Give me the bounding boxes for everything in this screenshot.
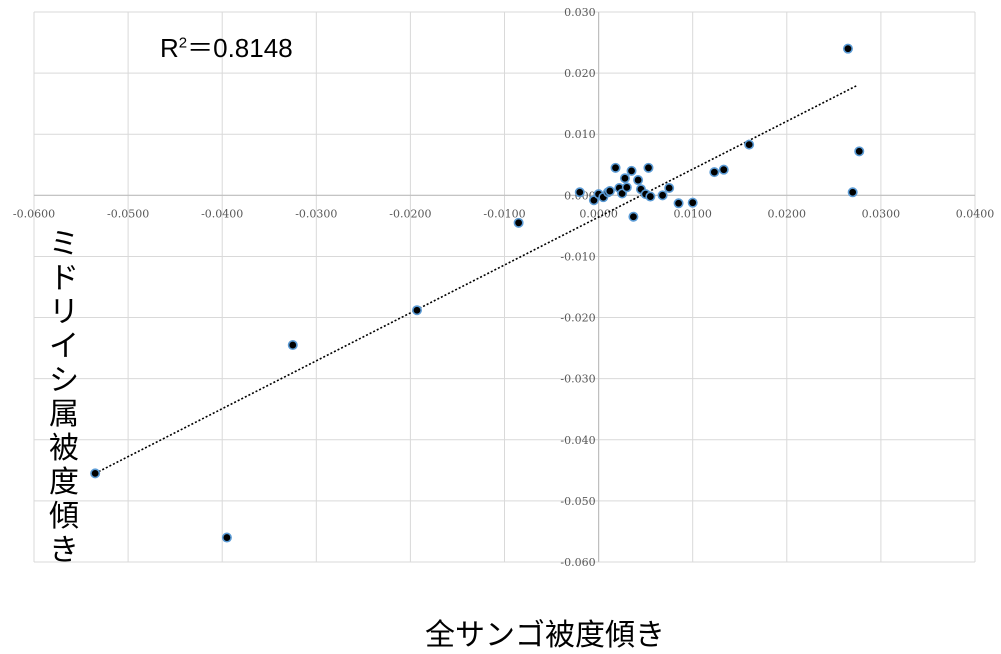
y-tick-label: 0.010 — [564, 128, 596, 141]
y-tick-label: -0.060 — [560, 556, 595, 569]
x-tick-label: -0.0600 — [13, 207, 55, 220]
r-squared-value: ＝0.8148 — [187, 33, 293, 63]
x-tick-label: 0.0400 — [956, 207, 995, 220]
y-tick-label: -0.010 — [560, 250, 595, 263]
y-axis-label-char: 度 — [49, 465, 79, 500]
x-tick-label: -0.0500 — [107, 207, 149, 220]
y-axis-label: ミドリイシ属被度傾き — [44, 228, 84, 608]
r-squared-exponent: 2 — [178, 34, 188, 52]
x-tick-label: 0.0200 — [768, 207, 807, 220]
data-point — [718, 164, 729, 175]
r-squared-annotation: R2＝0.8148 — [160, 28, 293, 65]
axes — [34, 12, 975, 562]
trendline-group — [94, 84, 858, 475]
data-point — [664, 183, 675, 194]
y-tick-label: -0.020 — [560, 312, 595, 325]
y-axis-label-char: ミ — [49, 227, 79, 262]
data-point — [411, 305, 422, 316]
y-axis-label-char: リ — [49, 295, 79, 330]
data-point — [90, 468, 101, 479]
data-point — [610, 162, 621, 173]
x-axis-label: 全サンゴ被度傾き — [425, 618, 665, 653]
data-point — [645, 191, 656, 202]
y-axis-label-char: ド — [49, 261, 79, 296]
y-tick-label: -0.040 — [560, 434, 595, 447]
y-tick-label: -0.030 — [560, 373, 595, 386]
data-point — [626, 165, 637, 176]
x-tick-label: 0.0300 — [862, 207, 901, 220]
gridlines — [33, 11, 976, 563]
y-axis-label-char: イ — [49, 329, 79, 364]
y-tick-label: -0.050 — [560, 495, 595, 508]
r-symbol: R — [160, 33, 179, 63]
trendline — [94, 84, 858, 475]
data-point — [842, 43, 853, 54]
data-point — [633, 175, 644, 186]
data-point — [643, 162, 654, 173]
data-point — [744, 139, 755, 150]
data-point — [619, 173, 630, 184]
data-point — [513, 217, 524, 228]
x-tick-label: -0.0100 — [483, 207, 525, 220]
x-tick-label: -0.0300 — [295, 207, 337, 220]
data-point — [854, 146, 865, 157]
data-point — [673, 198, 684, 209]
data-point — [604, 186, 615, 197]
data-point — [687, 197, 698, 208]
x-tick-label: -0.0400 — [201, 207, 243, 220]
data-point — [574, 187, 585, 198]
y-tick-labels: 0.0300.0200.0100.000-0.010-0.020-0.030-0… — [560, 6, 595, 569]
y-axis-label-char: 被 — [49, 431, 79, 466]
y-axis-label-char: シ — [49, 363, 79, 398]
data-points — [90, 43, 865, 543]
data-point — [657, 190, 668, 201]
y-axis-label-char: 属 — [49, 397, 79, 432]
data-point — [628, 211, 639, 222]
y-tick-label: 0.020 — [564, 67, 596, 80]
x-tick-labels: -0.0600 -0.0500 -0.0400 -0.0300 -0.0200 -0.01… — [13, 207, 994, 220]
x-tick-label: 0.0000 — [579, 207, 618, 220]
data-point — [709, 167, 720, 178]
data-point — [621, 182, 632, 193]
x-tick-label: 0.0100 — [673, 207, 712, 220]
data-point — [221, 532, 232, 543]
data-point — [287, 340, 298, 351]
y-axis-label-char: 傾 — [49, 499, 79, 534]
y-tick-label: 0.030 — [564, 6, 596, 19]
data-point — [847, 187, 858, 198]
x-tick-label: -0.0200 — [389, 207, 431, 220]
y-axis-label-char: き — [49, 533, 79, 568]
